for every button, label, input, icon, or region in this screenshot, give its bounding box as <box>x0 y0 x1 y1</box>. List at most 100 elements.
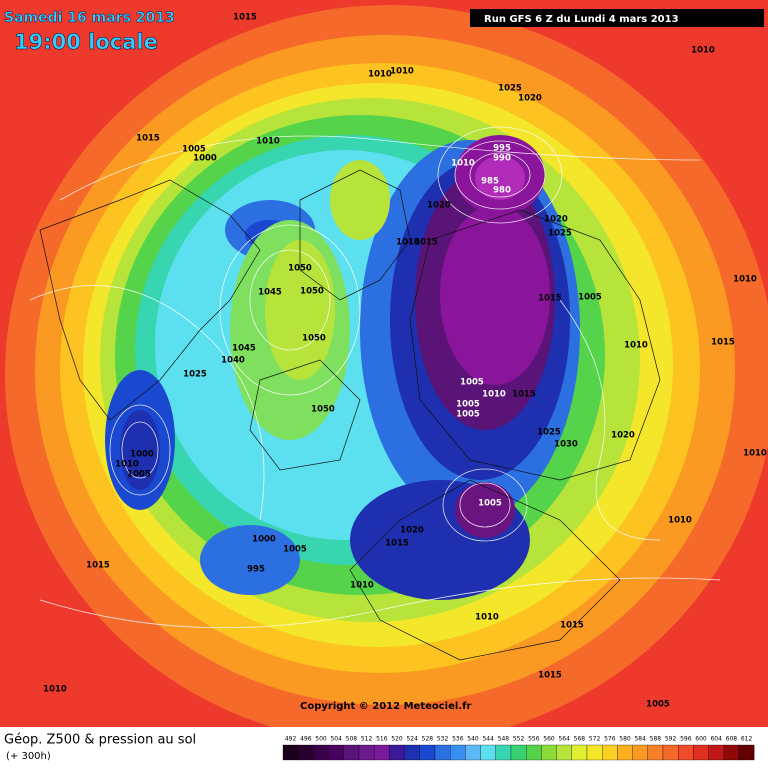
colorbar-label: 604 <box>710 736 722 743</box>
colorbar-label: 500 <box>315 736 327 743</box>
isobar-label: 1010 <box>475 613 499 623</box>
footer-title: Géop. Z500 & pression au sol <box>4 733 196 748</box>
colorbar-label: 528 <box>422 736 434 743</box>
colorbar-label: 592 <box>665 736 677 743</box>
colorbar-swatch <box>419 744 436 761</box>
isobar-label: 1010 <box>115 460 139 470</box>
isobars <box>29 126 721 629</box>
isobar-label: 1010 <box>350 581 374 591</box>
colorbar-swatch <box>389 744 405 761</box>
colorbar-swatch <box>510 744 527 761</box>
isobar-label: 1045 <box>232 344 256 354</box>
isobar-label: 1000 <box>130 450 154 460</box>
colorbar-swatch <box>404 744 420 761</box>
isobar-label: 1050 <box>288 264 312 274</box>
colorbar-swatch <box>602 744 618 761</box>
isobar-label: 995 <box>493 144 511 154</box>
colorbar-swatch <box>282 744 299 761</box>
isobar-label: 1020 <box>611 431 635 441</box>
colorbar-swatch <box>343 744 360 761</box>
isobar-label: 1010 <box>256 137 280 147</box>
colorbar-label: 584 <box>634 736 646 743</box>
isobar-label: 1010 <box>668 516 692 526</box>
colorbar-swatch <box>586 744 603 761</box>
isobar-label: 1020 <box>518 94 542 104</box>
colorbar-label: 544 <box>482 736 494 743</box>
isobar-label: 1025 <box>183 370 207 380</box>
colorbar-label: 556 <box>528 736 540 743</box>
isobar-label: 1030 <box>554 440 578 450</box>
isobar-label: 1045 <box>258 288 282 298</box>
run: Run GFS 6 Z du Lundi 4 mars 2013 <box>484 14 679 25</box>
colorbar-swatch <box>723 744 740 761</box>
isobar-label: 1020 <box>544 215 568 225</box>
isobar-label: 1015 <box>233 13 257 23</box>
isobar-label: 1015 <box>512 390 536 400</box>
colorbar-label: 580 <box>619 736 631 743</box>
colorbar-swatch <box>450 744 466 761</box>
isobar-labels: 1015101010101010102510201015100510001010… <box>43 13 767 710</box>
colorbar-swatch <box>495 744 512 761</box>
colorbar: 492 496 500 504 508 512 516 520 524 528 532 536 540 5… <box>282 736 755 761</box>
colorbar-swatch <box>556 744 572 761</box>
isobar-label: 1000 <box>193 154 217 164</box>
isobar-label: 1010 <box>733 275 757 285</box>
colorbar-swatch <box>358 744 375 761</box>
colorbar-label: 504 <box>330 736 342 743</box>
colorbar-swatch <box>434 744 451 761</box>
colorbar-label: 600 <box>695 736 707 743</box>
isobar-label: 1005 <box>646 700 670 710</box>
colorbar-swatch <box>328 744 344 761</box>
isobar-label: 1010 <box>396 238 420 248</box>
isobar-label: 1010 <box>743 449 767 459</box>
colorbar-swatch <box>632 744 648 761</box>
colorbar-swatch <box>374 744 390 761</box>
coastlines <box>39 169 661 661</box>
isobar-label: 1005 <box>182 145 206 155</box>
colorbar-swatch <box>678 744 694 761</box>
isobar-label: 1025 <box>537 428 561 438</box>
band <box>440 205 550 385</box>
colorbar-label: 588 <box>650 736 662 743</box>
isobar-label: 1005 <box>456 400 480 410</box>
colorbar-swatch <box>738 744 755 761</box>
band <box>200 525 300 595</box>
colorbar-label: 568 <box>574 736 586 743</box>
isobar-label: 1010 <box>691 46 715 56</box>
colorbar-swatch <box>298 744 314 761</box>
colorbar-swatch <box>480 744 496 761</box>
colorbar-label: 508 <box>346 736 358 743</box>
colorbar-label: 496 <box>300 736 312 743</box>
isobar-label: 1010 <box>43 685 67 695</box>
isobar-label: 1015 <box>86 561 110 571</box>
isobar-label: 1000 <box>252 535 276 545</box>
colorbar-swatch <box>708 744 724 761</box>
isobar-label: 980 <box>493 186 511 196</box>
isobar-label: 1015 <box>538 294 562 304</box>
isobar-label: 1015 <box>136 134 160 144</box>
colorbar-label: 612 <box>741 736 753 743</box>
colorbar-label: 492 <box>285 736 297 743</box>
time: 19:00 locale <box>14 30 158 54</box>
isobar-label: 1025 <box>498 84 522 94</box>
isobar-label: 1005 <box>283 545 307 555</box>
colorbar-label: 512 <box>361 736 373 743</box>
isobar-label: 1020 <box>400 526 424 536</box>
isobar-label: 1040 <box>221 356 245 366</box>
colorbar-label: 608 <box>726 736 738 743</box>
isobar-label: 1010 <box>390 67 414 77</box>
colorbar-swatch <box>313 744 329 761</box>
isobar-label: 1050 <box>300 287 324 297</box>
colorbar-swatch <box>571 744 588 761</box>
footer-lead: (+ 300h) <box>6 751 51 762</box>
isobar-label: 1005 <box>456 410 480 420</box>
colorbar-label: 536 <box>452 736 464 743</box>
colorbar-label: 548 <box>498 736 510 743</box>
band <box>475 156 525 200</box>
band <box>455 482 515 538</box>
isobar-label: 1015 <box>538 671 562 681</box>
colorbar-label: 564 <box>558 736 570 743</box>
isobar-label: 1015 <box>385 539 409 549</box>
isobar-label: 990 <box>493 154 511 164</box>
colorbar-swatch <box>662 744 679 761</box>
